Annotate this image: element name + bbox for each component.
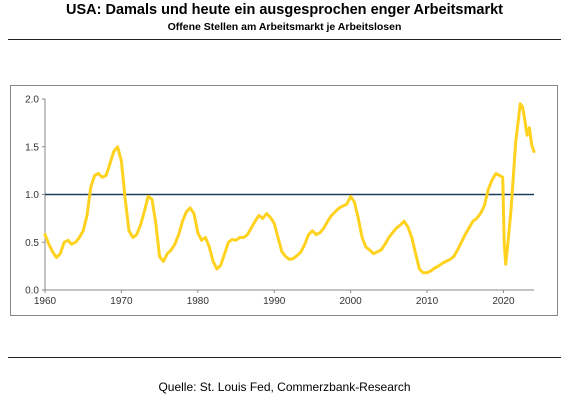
top-divider (8, 39, 561, 40)
chart-subtitle: Offene Stellen am Arbeitsmarkt je Arbeit… (167, 21, 402, 33)
y-tick-label: 2.0 (25, 95, 39, 106)
y-tick-label: 1.5 (25, 142, 39, 153)
axis-layer (42, 98, 534, 293)
x-tick-label: 2000 (340, 296, 363, 307)
x-tick-label: 2010 (416, 296, 439, 307)
y-tick-label: 0.0 (25, 286, 39, 297)
series-line (43, 102, 536, 275)
source-note: Quelle: St. Louis Fed, Commerzbank-Resea… (158, 380, 411, 394)
x-tick-label: 1970 (110, 296, 133, 307)
x-tick-label: 2020 (492, 296, 515, 307)
y-tick-label: 0.5 (25, 238, 39, 249)
chart-title: USA: Damals und heute ein ausgesprochen … (66, 2, 503, 18)
x-tick-label: 1990 (263, 296, 286, 307)
y-tick-label: 1.0 (25, 190, 39, 201)
plot-frame (10, 85, 558, 316)
x-tick-label: 1980 (187, 296, 210, 307)
bottom-divider (8, 357, 561, 358)
x-tick-label: 1960 (34, 296, 57, 307)
tick-label-layer: 0.0 0.5 1.0 1.5 2.0 1960 1970 1980 1990 2000 2010 2… (25, 95, 515, 308)
